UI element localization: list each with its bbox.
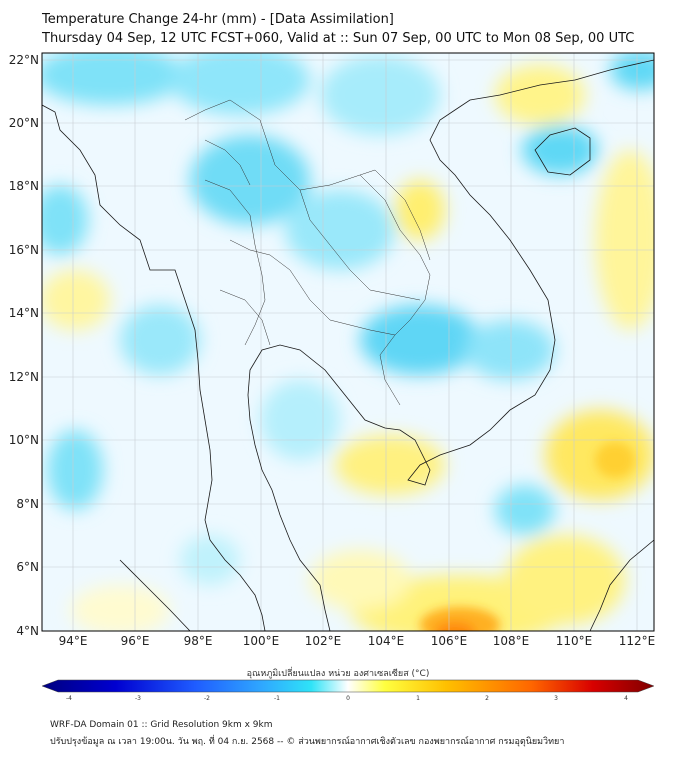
- lon-label: 96°E: [121, 634, 150, 648]
- lat-label: 12°N: [9, 370, 39, 384]
- colorbar-tick: 4: [624, 695, 628, 702]
- map-frame: [41, 52, 655, 632]
- coastlines: [42, 59, 654, 631]
- colorbar-tick: -1: [274, 695, 280, 702]
- lon-label: 100°E: [243, 634, 280, 648]
- map-title: Temperature Change 24-hr (mm) - [Data As…: [42, 12, 394, 27]
- lon-label: 94°E: [59, 634, 88, 648]
- lat-label: 18°N: [9, 179, 39, 193]
- lon-label: 98°E: [184, 634, 213, 648]
- lon-label: 108°E: [493, 634, 530, 648]
- colorbar-tick: 0: [346, 695, 350, 702]
- colorbar-tick: -2: [204, 695, 210, 702]
- latitude-labels: 22°N 20°N 18°N 16°N 14°N 12°N 10°N 8°N 6…: [9, 53, 39, 638]
- colorbar-ticks: -4 -3 -2 -1 0 1 2 3 4: [66, 695, 628, 702]
- colorbar-tick: -4: [66, 695, 72, 702]
- lat-label: 22°N: [9, 53, 39, 67]
- lat-label: 6°N: [16, 560, 39, 574]
- lon-label: 112°E: [619, 634, 656, 648]
- map-subtitle: Thursday 04 Sep, 12 UTC FCST+060, Valid …: [42, 31, 635, 46]
- colorbar-tick: 1: [416, 695, 420, 702]
- lon-label: 102°E: [305, 634, 342, 648]
- longitude-labels: 94°E 96°E 98°E 100°E 102°E 104°E 106°E 1…: [59, 634, 656, 648]
- colorbar-tick: 2: [485, 695, 489, 702]
- colorbar-tick: -3: [135, 695, 141, 702]
- colorbar-tick: 3: [554, 695, 558, 702]
- lon-label: 104°E: [368, 634, 405, 648]
- lon-label: 110°E: [556, 634, 593, 648]
- lat-label: 16°N: [9, 243, 39, 257]
- colorbar: -4 -3 -2 -1 0 1 2 3 4: [41, 679, 655, 702]
- lat-label: 10°N: [9, 433, 39, 447]
- lon-label: 106°E: [431, 634, 468, 648]
- lat-label: 14°N: [9, 306, 39, 320]
- borders: [184, 99, 431, 406]
- footer-credit: ปรับปรุงข้อมูล ณ เวลา 19:00น. วัน พฤ. ที…: [50, 737, 565, 747]
- lat-label: 4°N: [16, 624, 39, 638]
- colorbar-title: อุณหภูมิเปลี่ยนแปลง หน่วย องศาเซลเซียส (…: [246, 669, 430, 679]
- footer-model-info: WRF-DA Domain 01 :: Grid Resolution 9km …: [50, 720, 273, 730]
- temperature-field: [42, 53, 654, 631]
- colorbar-scale: [41, 679, 655, 693]
- lat-lon-grid: [42, 53, 654, 631]
- lat-label: 20°N: [9, 116, 39, 130]
- lat-label: 8°N: [16, 497, 39, 511]
